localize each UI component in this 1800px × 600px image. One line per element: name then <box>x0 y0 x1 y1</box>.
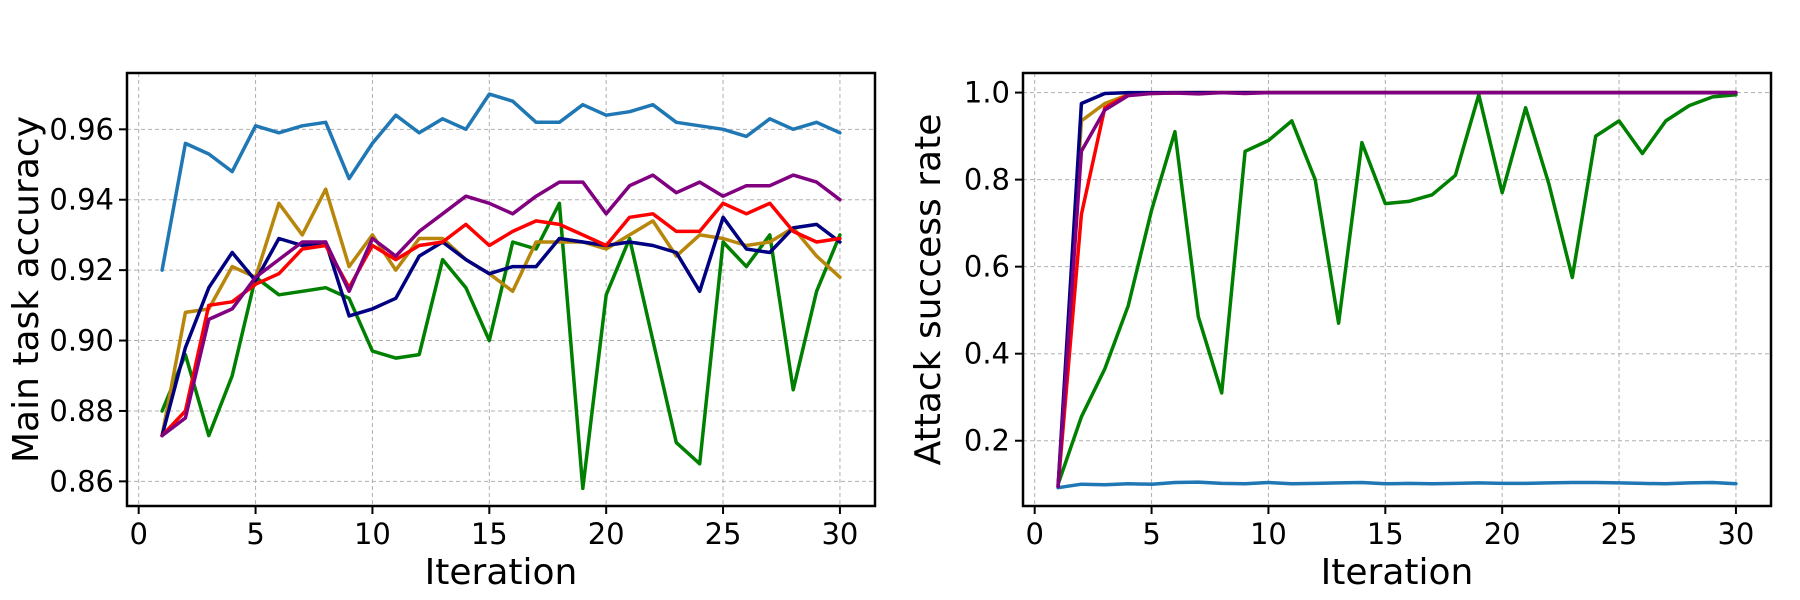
series-line-purple <box>160 173 842 438</box>
x-axis-label: Iteration <box>425 552 578 593</box>
y-tick-label: 0.6 <box>964 250 1010 284</box>
x-tick-label: 30 <box>1717 517 1754 551</box>
y-tick-label: 0.92 <box>49 253 114 287</box>
x-tick-label: 0 <box>1025 517 1043 551</box>
x-tick-label: 5 <box>246 517 264 551</box>
y-tick-label: 0.86 <box>49 464 114 498</box>
y-axis-label: Attack success rate <box>908 114 949 466</box>
y-tick-label: 0.94 <box>49 183 114 217</box>
y-tick-label: 0.2 <box>964 424 1010 458</box>
attack-success-rate-chart: 0 5 10 15 20 25 30 0.2 0.4 0.6 0.8 1.0 Iteration At… <box>908 71 1773 593</box>
y-axis-label: Main task accuracy <box>6 116 47 463</box>
y-tick-label: 0.90 <box>49 324 114 358</box>
plot-frame <box>125 71 877 508</box>
ticks: 0 5 10 15 20 25 30 0.86 0.88 0.90 0.92 0.94 0.96 <box>49 112 858 551</box>
series-line-blue <box>160 92 842 272</box>
series-line-goldenrod <box>160 187 842 438</box>
series-line-red <box>160 201 842 438</box>
plot-frame <box>1021 71 1773 508</box>
series-line-purple <box>1056 90 1738 489</box>
series-line-blue <box>1056 480 1738 490</box>
y-tick-label: 1.0 <box>964 76 1010 110</box>
grid <box>127 73 875 506</box>
series-line-navy <box>160 215 842 438</box>
x-tick-label: 0 <box>129 517 147 551</box>
main-task-accuracy-chart: 0 5 10 15 20 25 30 0.86 0.88 0.90 0.92 0.94 0.96 Ite… <box>6 71 877 593</box>
x-tick-label: 10 <box>354 517 391 551</box>
series-group <box>1056 90 1738 490</box>
x-tick-label: 25 <box>1601 517 1638 551</box>
x-tick-label: 20 <box>1484 517 1521 551</box>
x-tick-label: 30 <box>821 517 858 551</box>
y-tick-label: 0.96 <box>49 112 114 146</box>
series-line-green <box>1056 93 1738 486</box>
y-tick-label: 0.8 <box>964 163 1010 197</box>
x-tick-label: 20 <box>588 517 625 551</box>
x-tick-label: 15 <box>1367 517 1404 551</box>
series-group <box>160 92 842 491</box>
x-tick-label: 10 <box>1250 517 1287 551</box>
x-tick-label: 25 <box>705 517 742 551</box>
x-axis-label: Iteration <box>1321 552 1474 593</box>
y-tick-label: 0.4 <box>964 337 1010 371</box>
ticks: 0 5 10 15 20 25 30 0.2 0.4 0.6 0.8 1.0 <box>964 76 1755 551</box>
series-line-green <box>160 201 842 491</box>
x-tick-label: 5 <box>1142 517 1160 551</box>
x-tick-label: 15 <box>471 517 508 551</box>
y-tick-label: 0.88 <box>49 394 114 428</box>
